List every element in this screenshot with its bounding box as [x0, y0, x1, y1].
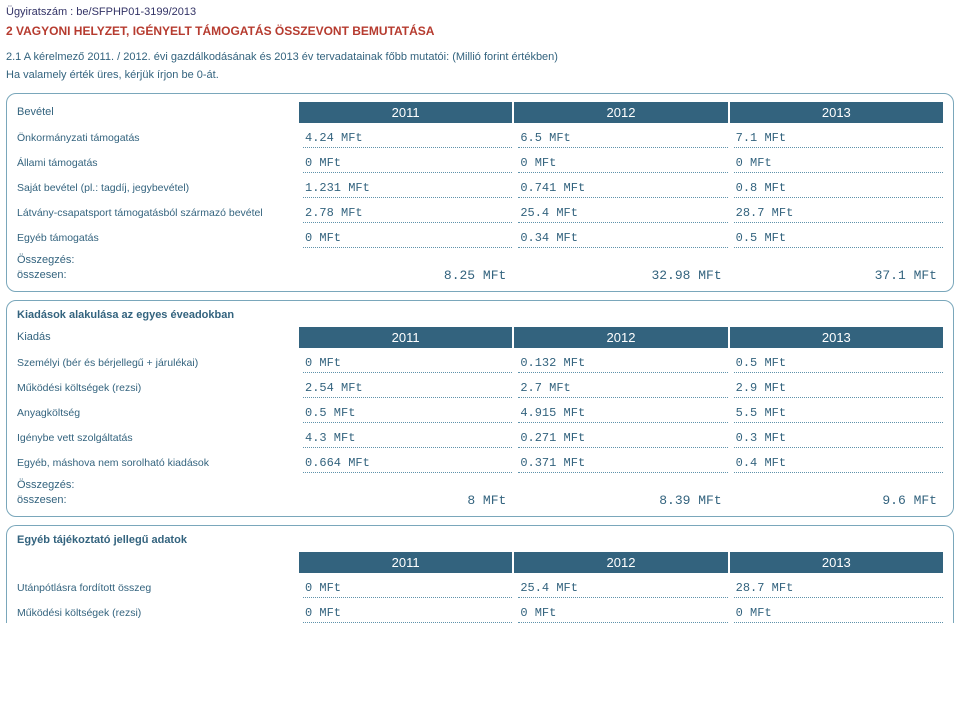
- value-cell[interactable]: 4.24 MFt: [303, 129, 512, 148]
- header-year-2011: 2011: [297, 327, 512, 348]
- table-row: Utánpótlásra fordított összeg 0 MFt 25.4 M…: [17, 579, 943, 598]
- value-cell[interactable]: 2.7 MFt: [518, 379, 727, 398]
- value-cell[interactable]: 0 MFt: [518, 154, 727, 173]
- header-year-2011: 2011: [297, 102, 512, 123]
- value-cell[interactable]: 28.7 MFt: [734, 579, 943, 598]
- panel-subtitle: Egyéb tájékoztató jellegű adatok: [17, 534, 943, 546]
- row-label: Egyéb támogatás: [17, 232, 297, 244]
- value-cell[interactable]: 0.132 MFt: [518, 354, 727, 373]
- value-cell[interactable]: 2.9 MFt: [734, 379, 943, 398]
- table-row: Működési költségek (rezsi) 0 MFt 0 MFt 0 MF…: [17, 604, 943, 623]
- header-year-2012: 2012: [512, 327, 727, 348]
- row-label: Állami támogatás: [17, 157, 297, 169]
- value-cell[interactable]: 0.664 MFt: [303, 454, 512, 473]
- header-year-2013: 2013: [728, 327, 943, 348]
- header-year-2011: 2011: [297, 552, 512, 573]
- table-row: Látvány-csapatsport támogatásból származ…: [17, 204, 943, 223]
- value-cell[interactable]: 0.5 MFt: [303, 404, 512, 423]
- summary-label: összesen:: [17, 269, 297, 281]
- value-cell[interactable]: 25.4 MFt: [518, 204, 727, 223]
- value-cell[interactable]: 0 MFt: [303, 229, 512, 248]
- row-label: Saját bevétel (pl.: tagdíj, jegybevétel): [17, 182, 297, 194]
- table-row: Igénybe vett szolgáltatás 4.3 MFt 0.271 MF…: [17, 429, 943, 448]
- value-cell[interactable]: 0 MFt: [303, 354, 512, 373]
- intro-line-2: Ha valamely érték üres, kérjük írjon be …: [6, 68, 954, 83]
- row-label: Működési költségek (rezsi): [17, 382, 297, 394]
- value-cell[interactable]: 7.1 MFt: [734, 129, 943, 148]
- value-cell[interactable]: 0.371 MFt: [518, 454, 727, 473]
- value-cell[interactable]: 0.5 MFt: [734, 229, 943, 248]
- summary-value: 32.98 MFt: [512, 268, 727, 283]
- value-cell[interactable]: 0 MFt: [303, 604, 512, 623]
- value-cell[interactable]: 6.5 MFt: [518, 129, 727, 148]
- table-row: Személyi (bér és bérjellegű + járulékai)…: [17, 354, 943, 373]
- table-row: Egyéb, máshova nem sorolható kiadások 0.6…: [17, 454, 943, 473]
- section-title: 2 VAGYONI HELYZET, IGÉNYELT TÁMOGATÁS ÖS…: [6, 24, 954, 38]
- row-label: Utánpótlásra fordított összeg: [17, 582, 297, 594]
- summary-row: összesen: 8 MFt 8.39 MFt 9.6 MFt: [17, 493, 943, 508]
- summary-value: 8.39 MFt: [512, 493, 727, 508]
- value-cell[interactable]: 1.231 MFt: [303, 179, 512, 198]
- value-cell[interactable]: 4.915 MFt: [518, 404, 727, 423]
- header-row: Kiadás 2011 2012 2013: [17, 327, 943, 348]
- header-label: Kiadás: [17, 331, 297, 343]
- summary-label: összesen:: [17, 494, 297, 506]
- panel-subtitle: Kiadások alakulása az egyes éveadokban: [17, 309, 943, 321]
- value-cell[interactable]: 25.4 MFt: [518, 579, 727, 598]
- table-row: Önkormányzati támogatás 4.24 MFt 6.5 MFt 7.…: [17, 129, 943, 148]
- summary-value: 8 MFt: [297, 493, 512, 508]
- value-cell[interactable]: 0.271 MFt: [518, 429, 727, 448]
- value-cell[interactable]: 0.8 MFt: [734, 179, 943, 198]
- row-label: Egyéb, máshova nem sorolható kiadások: [17, 457, 297, 469]
- value-cell[interactable]: 0.4 MFt: [734, 454, 943, 473]
- row-label: Működési költségek (rezsi): [17, 607, 297, 619]
- table-row: Anyagköltség 0.5 MFt 4.915 MFt 5.5 MFt: [17, 404, 943, 423]
- intro-block: 2.1 A kérelmező 2011. / 2012. évi gazdál…: [6, 50, 954, 83]
- row-label: Önkormányzati támogatás: [17, 132, 297, 144]
- summary-heading: Összegzés:: [17, 254, 943, 266]
- header-year-2013: 2013: [728, 102, 943, 123]
- value-cell[interactable]: 28.7 MFt: [734, 204, 943, 223]
- value-cell[interactable]: 2.78 MFt: [303, 204, 512, 223]
- table-row: Saját bevétel (pl.: tagdíj, jegybevétel)…: [17, 179, 943, 198]
- table-row: Állami támogatás 0 MFt 0 MFt 0 MFt: [17, 154, 943, 173]
- value-cell[interactable]: 0 MFt: [734, 604, 943, 623]
- case-number: Ügyiratszám : be/SFPHP01-3199/2013: [6, 6, 954, 18]
- header-year-2012: 2012: [512, 552, 727, 573]
- header-row: Bevétel 2011 2012 2013: [17, 102, 943, 123]
- row-label: Látvány-csapatsport támogatásból származ…: [17, 207, 297, 219]
- table-row: Működési költségek (rezsi) 2.54 MFt 2.7 MF…: [17, 379, 943, 398]
- value-cell[interactable]: 4.3 MFt: [303, 429, 512, 448]
- summary-row: összesen: 8.25 MFt 32.98 MFt 37.1 MFt: [17, 268, 943, 283]
- panel-other-info: Egyéb tájékoztató jellegű adatok 2011 20…: [6, 525, 954, 623]
- row-label: Igénybe vett szolgáltatás: [17, 432, 297, 444]
- panel-expenses: Kiadások alakulása az egyes éveadokban K…: [6, 300, 954, 517]
- value-cell[interactable]: 5.5 MFt: [734, 404, 943, 423]
- table-row: Egyéb támogatás 0 MFt 0.34 MFt 0.5 MFt: [17, 229, 943, 248]
- summary-value: 8.25 MFt: [297, 268, 512, 283]
- summary-value: 37.1 MFt: [728, 268, 943, 283]
- value-cell[interactable]: 0 MFt: [303, 154, 512, 173]
- header-label: Bevétel: [17, 106, 297, 118]
- value-cell[interactable]: 0 MFt: [734, 154, 943, 173]
- summary-value: 9.6 MFt: [728, 493, 943, 508]
- value-cell[interactable]: 0 MFt: [518, 604, 727, 623]
- summary-heading: Összegzés:: [17, 479, 943, 491]
- row-label: Anyagköltség: [17, 407, 297, 419]
- value-cell[interactable]: 0.5 MFt: [734, 354, 943, 373]
- panel-revenue: Bevétel 2011 2012 2013 Önkormányzati tám…: [6, 93, 954, 292]
- value-cell[interactable]: 0 MFt: [303, 579, 512, 598]
- header-row: 2011 2012 2013: [17, 552, 943, 573]
- value-cell[interactable]: 2.54 MFt: [303, 379, 512, 398]
- value-cell[interactable]: 0.34 MFt: [518, 229, 727, 248]
- value-cell[interactable]: 0.741 MFt: [518, 179, 727, 198]
- header-year-2012: 2012: [512, 102, 727, 123]
- row-label: Személyi (bér és bérjellegű + járulékai): [17, 357, 297, 369]
- header-year-2013: 2013: [728, 552, 943, 573]
- intro-line-1: 2.1 A kérelmező 2011. / 2012. évi gazdál…: [6, 50, 954, 65]
- value-cell[interactable]: 0.3 MFt: [734, 429, 943, 448]
